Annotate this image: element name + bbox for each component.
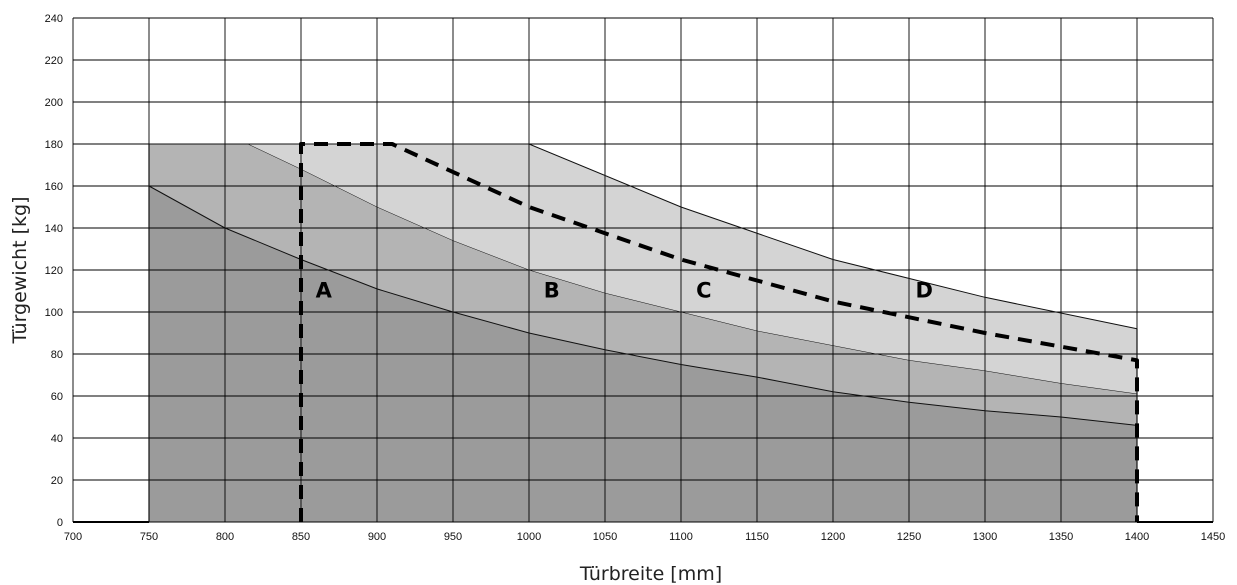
y-tick-label: 120: [45, 265, 63, 277]
x-tick-label: 1400: [1125, 531, 1149, 543]
x-tick-label: 1350: [1049, 531, 1073, 543]
x-tick-label: 900: [368, 531, 386, 543]
curve-layer: [73, 142, 1213, 523]
y-tick-label: 180: [45, 139, 63, 151]
x-axis-title: Türbreite [mm]: [579, 563, 722, 585]
region-c-label: C: [696, 278, 711, 302]
x-tick-label: 1450: [1201, 531, 1225, 543]
region-b-curve: [148, 185, 1138, 426]
x-tick-label: 750: [140, 531, 158, 543]
x-tick-label: 1250: [897, 531, 921, 543]
y-tick-label: 160: [45, 181, 63, 193]
dashed-limit-line: [299, 142, 1139, 522]
y-tick-label: 100: [45, 307, 63, 319]
region-layer: [149, 144, 1137, 522]
x-tick-label: 850: [292, 531, 310, 543]
x-tick-label: 1100: [669, 531, 693, 543]
x-tick-label: 1150: [745, 531, 769, 543]
tick-layer: 700 750 800 850 900 950 1000 1050 1100 1150 1200 12…: [45, 13, 1226, 543]
x-tick-label: 1300: [973, 531, 997, 543]
y-tick-label: 220: [45, 55, 63, 67]
x-tick-label: 800: [216, 531, 234, 543]
x-tick-label: 1200: [821, 531, 845, 543]
y-tick-label: 20: [51, 475, 63, 487]
x-tick-label: 700: [64, 531, 82, 543]
y-tick-label: 80: [51, 349, 63, 361]
region-d-curve: [149, 143, 1138, 330]
y-tick-label: 0: [57, 517, 63, 529]
region-d-label: D: [915, 278, 932, 302]
grid-layer: [72, 17, 1214, 523]
y-tick-label: 240: [45, 13, 63, 25]
region-b-label: B: [544, 278, 560, 302]
x-tick-label: 1050: [593, 531, 617, 543]
y-tick-label: 200: [45, 97, 63, 109]
y-tick-label: 140: [45, 223, 63, 235]
region-c-curve: [149, 143, 1138, 395]
y-axis-title: Türgewicht [kg]: [9, 197, 31, 345]
region-a-label: A: [316, 278, 333, 302]
y-tick-label: 60: [51, 391, 63, 403]
x-tick-label: 1000: [517, 531, 541, 543]
x-tick-label: 950: [444, 531, 462, 543]
y-tick-label: 40: [51, 433, 63, 445]
